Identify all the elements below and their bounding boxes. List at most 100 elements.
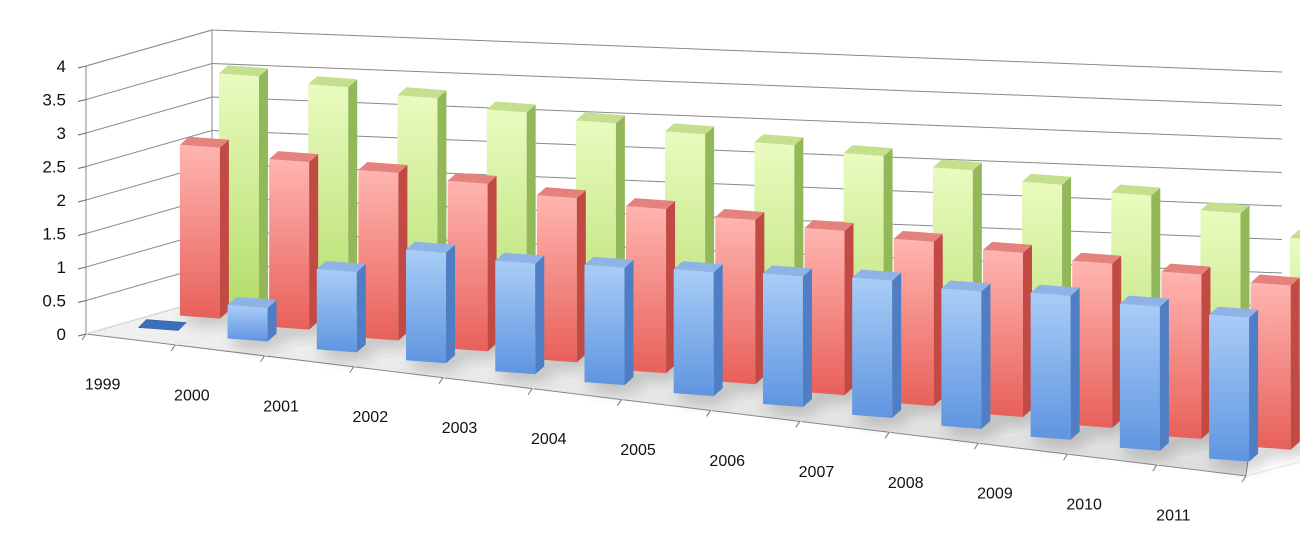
x-tick-label: 1999 bbox=[85, 376, 121, 393]
bar-front-face bbox=[893, 238, 934, 407]
bar bbox=[308, 76, 358, 319]
bar-top-face bbox=[804, 219, 854, 231]
bar-side-face bbox=[576, 190, 586, 363]
bar-top-face bbox=[715, 209, 765, 221]
bar-top-face bbox=[673, 261, 723, 273]
bar-front-face bbox=[982, 249, 1023, 417]
bar bbox=[941, 280, 991, 429]
bar-top-face bbox=[316, 260, 366, 272]
bar-top-face bbox=[486, 101, 536, 113]
y-tick-label: 0.5 bbox=[42, 292, 66, 311]
bar-top-face bbox=[754, 134, 804, 146]
bar-top-face bbox=[1030, 284, 1080, 296]
bar-top-face bbox=[358, 162, 408, 174]
x-tick-mark bbox=[527, 388, 533, 395]
bar-side-face bbox=[1112, 255, 1122, 428]
bar bbox=[218, 65, 268, 308]
bar-side-face bbox=[981, 283, 991, 429]
bar-front-face bbox=[179, 144, 220, 319]
x-tick-label: 2004 bbox=[531, 431, 567, 448]
bar-top-face bbox=[397, 87, 447, 99]
bar-top-face bbox=[1022, 173, 1072, 185]
bar-top-face bbox=[1111, 184, 1161, 196]
bar bbox=[447, 172, 497, 352]
bar-top-face bbox=[1250, 274, 1300, 286]
bar-side-face bbox=[219, 139, 229, 319]
x-tick-mark bbox=[1063, 453, 1068, 461]
bar-front-face bbox=[852, 277, 893, 418]
bar-top-face bbox=[843, 145, 893, 157]
y-tick-label: 4 bbox=[57, 57, 66, 76]
bar bbox=[1209, 306, 1259, 462]
bar-front-face bbox=[1209, 314, 1250, 462]
bar-top-face bbox=[626, 198, 676, 210]
bar-side-face bbox=[666, 201, 676, 374]
bar bbox=[269, 151, 319, 330]
bar-top-face bbox=[941, 280, 991, 292]
bar-front-face bbox=[1161, 271, 1202, 439]
y-tick-label: 3 bbox=[57, 124, 66, 143]
bar-front-face bbox=[308, 84, 349, 319]
bar-front-face bbox=[269, 159, 310, 330]
bar-front-face bbox=[804, 227, 845, 396]
bar-side-face bbox=[267, 299, 277, 342]
bar-side-face bbox=[535, 255, 545, 375]
bar-top-face bbox=[1119, 295, 1169, 307]
bar bbox=[406, 241, 456, 364]
bar-top-face bbox=[1161, 263, 1211, 275]
bar bbox=[584, 256, 634, 386]
bar-side-face bbox=[1070, 287, 1080, 440]
bar-top-face bbox=[575, 112, 625, 124]
x-tick-label: 2007 bbox=[799, 464, 835, 481]
bar-front-face bbox=[1119, 303, 1160, 451]
y-tick-label: 2.5 bbox=[42, 158, 66, 177]
bar bbox=[227, 296, 277, 342]
bar bbox=[626, 198, 676, 374]
bar bbox=[804, 219, 854, 396]
bar-top-face bbox=[665, 123, 715, 135]
x-tick-label: 2001 bbox=[263, 398, 299, 415]
bar-top-face bbox=[1072, 252, 1122, 264]
bar-top-face bbox=[1289, 229, 1300, 239]
x-tick-mark bbox=[616, 399, 622, 406]
y-tick-mark bbox=[77, 199, 87, 203]
y-tick-label: 1 bbox=[57, 258, 66, 277]
x-tick-label: 2003 bbox=[442, 420, 478, 437]
bar-side-face bbox=[892, 272, 902, 418]
bar-side-face bbox=[1159, 298, 1169, 451]
y-tick-mark bbox=[77, 65, 87, 69]
x-tick-label: 2011 bbox=[1156, 508, 1191, 525]
bar-side-face bbox=[309, 154, 319, 330]
bar-front-face bbox=[941, 288, 982, 429]
bar-side-face bbox=[258, 68, 268, 308]
x-tick-mark bbox=[1152, 464, 1158, 472]
bar-top-face bbox=[269, 151, 319, 163]
bar-side-face bbox=[844, 222, 854, 396]
x-tick-mark bbox=[884, 432, 890, 439]
bar-front-face bbox=[316, 268, 357, 353]
bar-top-face bbox=[762, 265, 812, 277]
bar-side-face bbox=[398, 165, 408, 341]
x-tick-mark bbox=[349, 366, 355, 374]
gridline bbox=[211, 29, 1283, 73]
y-tick-mark bbox=[77, 132, 87, 136]
bar-front-face bbox=[1030, 292, 1071, 440]
gridline bbox=[211, 130, 1283, 173]
bar-top-face bbox=[406, 241, 456, 253]
bar-front-face bbox=[227, 304, 268, 342]
bar bbox=[1030, 284, 1080, 440]
bar-top bbox=[137, 319, 187, 331]
bar-top-face bbox=[227, 296, 277, 308]
gridline-side bbox=[85, 130, 213, 167]
bar bbox=[715, 209, 765, 385]
floor-divider bbox=[1245, 461, 1300, 477]
x-tick-mark bbox=[260, 355, 265, 363]
bar bbox=[852, 269, 902, 418]
bar-side-face bbox=[802, 268, 812, 408]
bar-top-face bbox=[1209, 306, 1259, 318]
bar bbox=[495, 252, 545, 375]
bar bbox=[316, 260, 366, 353]
bar-top-face bbox=[218, 65, 268, 77]
